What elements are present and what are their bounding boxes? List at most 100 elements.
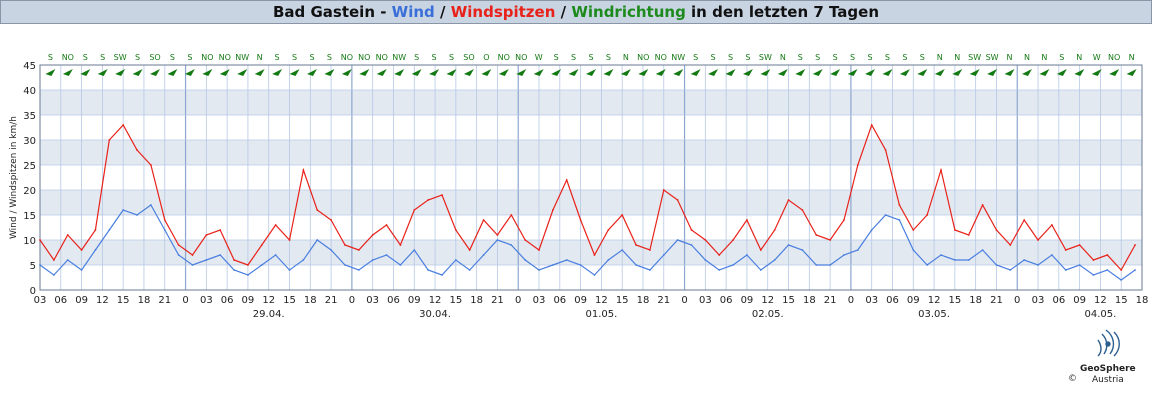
x-tick-label: 21	[824, 295, 837, 306]
y-band	[40, 190, 1142, 215]
direction-arrow	[394, 69, 405, 76]
direction-arrow	[551, 69, 562, 76]
direction-arrow	[987, 69, 998, 76]
wind-point	[551, 264, 554, 266]
x-tick-label: 15	[1115, 295, 1128, 306]
x-tick-label: 09	[1073, 295, 1086, 306]
direction-label: N	[937, 53, 943, 62]
gust-point	[371, 234, 374, 236]
gust-point	[1064, 249, 1067, 251]
direction-arrow	[324, 69, 335, 76]
gust-point	[787, 199, 790, 201]
wind-point	[219, 254, 222, 256]
wind-point	[1134, 269, 1136, 271]
wind-point	[427, 269, 430, 271]
direction-arrow	[306, 69, 317, 76]
gust-point	[579, 219, 582, 221]
x-tick-label: 03	[865, 295, 878, 306]
gust-point	[163, 219, 166, 221]
direction-arrow	[359, 69, 370, 76]
direction-label: SO	[149, 53, 160, 62]
direction-label: S	[850, 53, 855, 62]
wind-point	[191, 264, 194, 266]
wind-point	[80, 269, 83, 271]
wind-point	[718, 269, 721, 271]
x-tick-label: 06	[1052, 295, 1065, 306]
gust-point	[413, 209, 416, 211]
x-tick-label: 18	[969, 295, 982, 306]
direction-label: S	[292, 53, 297, 62]
wind-point	[357, 269, 360, 271]
wind-point	[288, 269, 291, 271]
x-tick-label: 09	[574, 295, 587, 306]
gust-point	[926, 214, 929, 216]
wind-point	[399, 264, 402, 266]
direction-label: S	[135, 53, 140, 62]
direction-arrow	[969, 69, 980, 76]
wind-point	[260, 264, 263, 266]
x-tick-label: 06	[387, 295, 400, 306]
wind-point	[787, 244, 790, 246]
gust-line	[39, 123, 1136, 272]
wind-point	[66, 259, 69, 261]
direction-arrow	[708, 69, 719, 76]
direction-arrow	[429, 69, 440, 76]
x-tick-label: 15	[616, 295, 629, 306]
gust-point	[649, 249, 651, 251]
direction-label: S	[1059, 53, 1064, 62]
gust-point	[1050, 224, 1053, 226]
x-tick-label: 0	[848, 295, 854, 306]
x-tick-label: 12	[761, 295, 774, 306]
x-tick-label: 03	[1032, 295, 1045, 306]
gust-point	[52, 259, 55, 261]
direction-arrow	[1039, 69, 1050, 76]
wind-point	[926, 264, 929, 266]
x-tick-label: 18	[803, 295, 816, 306]
x-tick-label: 09	[907, 295, 920, 306]
gust-point	[274, 224, 277, 226]
direction-arrow	[865, 69, 876, 76]
direction-label: N	[1041, 53, 1047, 62]
direction-label: SW	[759, 53, 772, 62]
wind-point	[274, 254, 277, 256]
wind-point	[953, 259, 956, 261]
direction-label: S	[588, 53, 593, 62]
gust-point	[441, 194, 443, 196]
direction-arrow	[899, 69, 910, 76]
y-band	[40, 90, 1142, 115]
wind-point	[482, 254, 485, 256]
title-suffix: in den letzten 7 Tagen	[685, 3, 880, 21]
direction-arrow	[812, 69, 823, 76]
x-tick-label: 09	[75, 295, 88, 306]
gust-point	[399, 244, 402, 246]
direction-arrow	[272, 69, 283, 76]
gust-point	[316, 209, 319, 211]
gust-point	[815, 234, 818, 236]
x-tick-label: 03	[200, 295, 213, 306]
title-direction: Windrichtung	[571, 3, 686, 21]
geosphere-logo-icon	[1097, 329, 1120, 357]
direction-arrow	[289, 69, 300, 76]
x-tick-label: 18	[1136, 295, 1149, 306]
wind-point	[843, 254, 845, 256]
gust-point	[205, 234, 208, 236]
wind-point	[1009, 269, 1012, 271]
logo-name: GeoSphere	[1080, 364, 1136, 374]
direction-label: NO	[376, 53, 388, 62]
x-day-label: 04.05.	[1085, 309, 1117, 320]
direction-label: N	[1076, 53, 1082, 62]
wind-point	[621, 249, 624, 251]
direction-arrow	[1074, 69, 1085, 76]
x-tick-label: 15	[117, 295, 130, 306]
chart-title: Bad Gastein - Wind / Windspitzen / Windr…	[0, 0, 1152, 24]
x-tick-label: 09	[741, 295, 754, 306]
wind-point	[690, 244, 693, 246]
title-sep: /	[555, 3, 572, 21]
gust-point	[302, 169, 305, 171]
wind-point	[52, 274, 55, 276]
gust-point	[233, 259, 235, 261]
direction-arrow	[742, 69, 753, 76]
direction-label: S	[711, 53, 716, 62]
direction-label: SW	[114, 53, 127, 62]
gust-point	[288, 239, 291, 241]
